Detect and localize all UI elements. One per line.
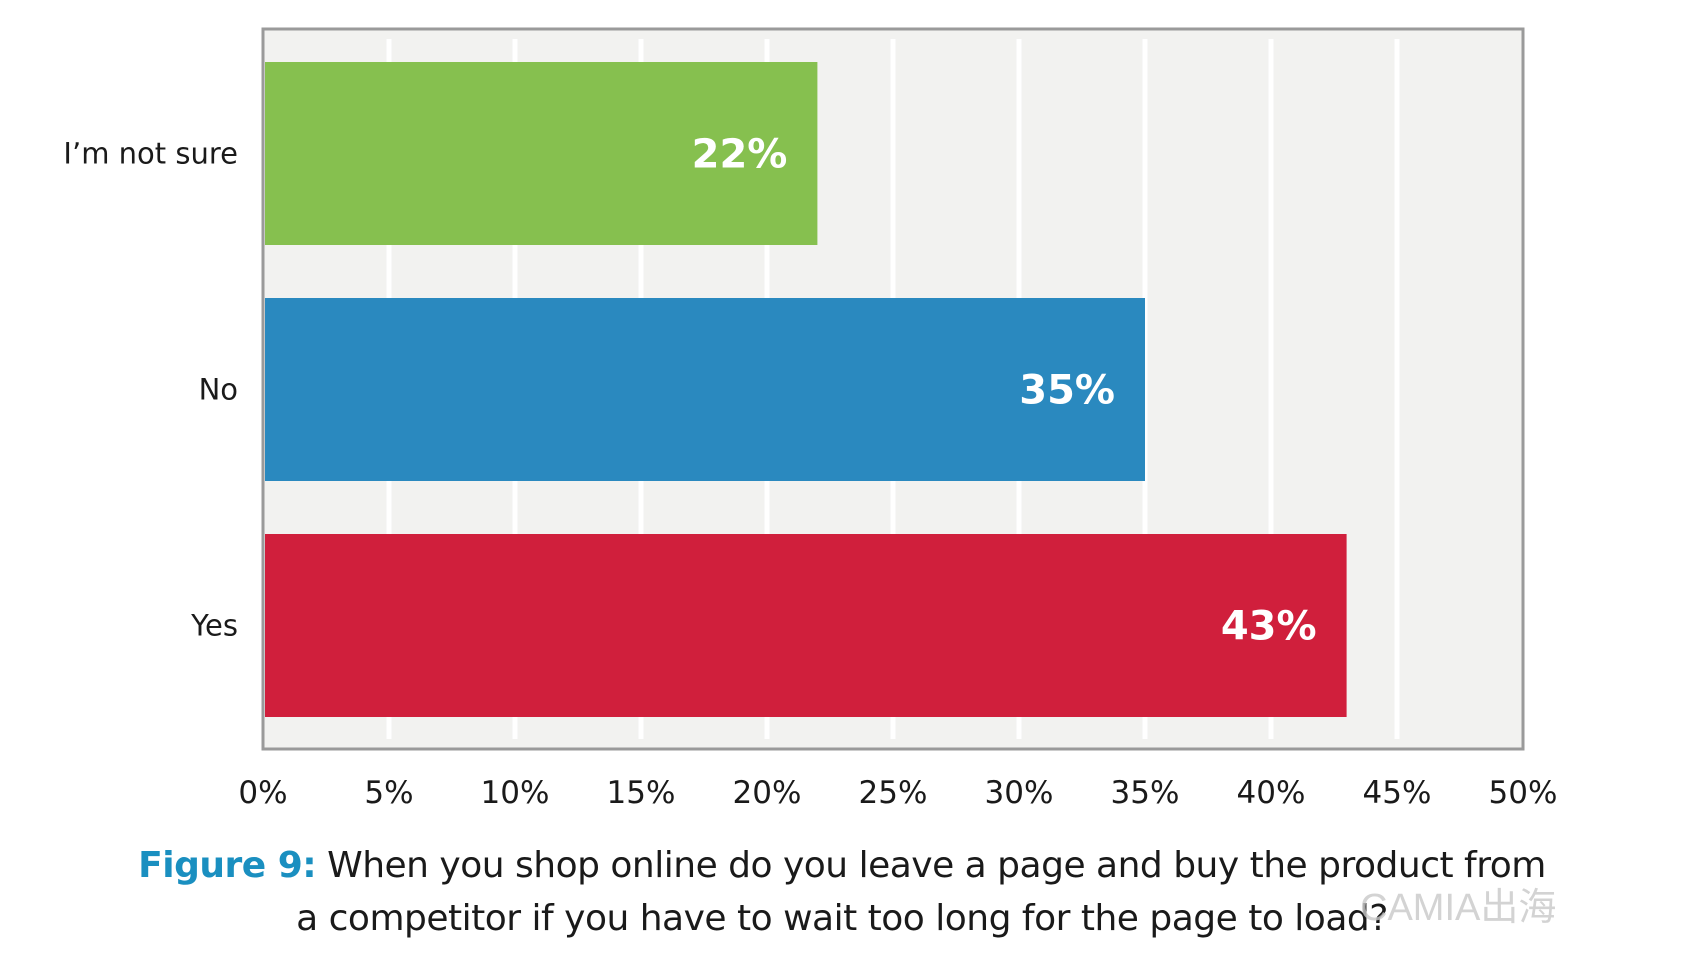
data-label: 43%: [1221, 604, 1317, 650]
x-tick-label: 35%: [1111, 775, 1180, 811]
category-label: I’m not sure: [63, 137, 238, 171]
x-tick-label: 10%: [481, 775, 550, 811]
x-tick-label: 45%: [1363, 775, 1432, 811]
bar-1: [265, 298, 1145, 481]
x-tick-label: 0%: [238, 775, 287, 811]
caption-line-2: a competitor if you have to wait too lon…: [296, 898, 1388, 939]
bar-0: [265, 62, 818, 245]
category-label: No: [199, 373, 238, 407]
x-tick-label: 40%: [1237, 775, 1306, 811]
x-tick-label: 20%: [733, 775, 802, 811]
x-tick-label: 50%: [1489, 775, 1558, 811]
x-tick-label: 5%: [364, 775, 413, 811]
watermark: CAMIA出海: [1360, 887, 1557, 929]
data-label: 35%: [1019, 368, 1115, 414]
bar-2: [265, 534, 1347, 717]
x-tick-label: 30%: [985, 775, 1054, 811]
x-tick-label: 15%: [607, 775, 676, 811]
x-tick-label: 25%: [859, 775, 928, 811]
category-label: Yes: [190, 609, 238, 643]
data-label: 22%: [692, 132, 788, 178]
caption-text-1: When you shop online do you leave a page…: [316, 845, 1546, 886]
caption-line-1: Figure 9: When you shop online do you le…: [0, 845, 1684, 886]
bar-chart: 0% 5% 10% 15% 20% 25% 30% 35% 40% 45% 50% 22% I’m no…: [63, 27, 1558, 811]
figure-label: Figure 9:: [138, 845, 317, 886]
